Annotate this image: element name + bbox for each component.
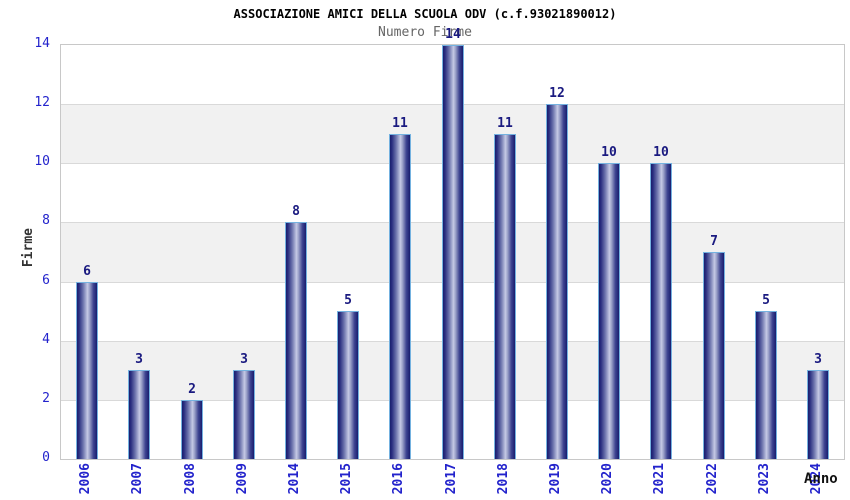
- bar: [494, 134, 516, 459]
- x-axis-label: Anno: [804, 471, 838, 487]
- plot-area: 6 3 2 3 8 5 11 14 11 12 10 10 7 5 3: [60, 27, 845, 460]
- chart-subtitle: Numero Firme: [378, 25, 472, 40]
- x-tick-label: 2006: [78, 463, 93, 495]
- bar: [233, 370, 255, 459]
- bar-value-label: 3: [814, 352, 822, 367]
- x-tick-label: 2023: [757, 463, 772, 495]
- bar-value-label: 6: [83, 264, 91, 279]
- y-tick-label: 0: [42, 450, 50, 465]
- x-tick-label: 2021: [652, 463, 667, 495]
- bar-value-label: 5: [762, 293, 770, 308]
- bar-value-label: 12: [549, 86, 565, 101]
- bar: [76, 282, 98, 459]
- bar: [807, 370, 829, 459]
- bar-value-label: 3: [240, 352, 248, 367]
- bar: [755, 311, 777, 459]
- y-axis-label: Firme: [21, 228, 36, 268]
- y-tick-label: 6: [42, 273, 50, 288]
- y-tick-label: 12: [34, 95, 50, 110]
- bar-value-label: 11: [497, 116, 513, 131]
- bar: [598, 163, 620, 459]
- bar: [285, 222, 307, 459]
- x-tick-label: 2015: [339, 463, 354, 495]
- bar-value-label: 10: [601, 145, 617, 160]
- x-tick-label: 2017: [444, 463, 459, 495]
- bar-value-label: 2: [188, 382, 196, 397]
- y-tick-label: 2: [42, 391, 50, 406]
- bar-value-label: 7: [710, 234, 718, 249]
- x-tick-label: 2016: [391, 463, 406, 495]
- bar: [389, 134, 411, 459]
- x-tick-label: 2008: [183, 463, 198, 495]
- bar: [546, 104, 568, 459]
- bar: [650, 163, 672, 459]
- bar: [337, 311, 359, 459]
- x-tick-label: 2022: [705, 463, 720, 495]
- y-tick-label: 4: [42, 332, 50, 347]
- bar: [181, 400, 203, 459]
- bar-value-label: 11: [392, 116, 408, 131]
- bar-value-label: 10: [653, 145, 669, 160]
- y-tick-label: 14: [34, 36, 50, 51]
- x-tick-label: 2014: [287, 463, 302, 495]
- x-tick-label: 2019: [548, 463, 563, 495]
- bar-value-label: 14: [445, 27, 461, 42]
- y-tick-label: 8: [42, 213, 50, 228]
- bar: [128, 370, 150, 459]
- y-tick-label: 10: [34, 154, 50, 169]
- chart-title: ASSOCIAZIONE AMICI DELLA SCUOLA ODV (c.f…: [233, 7, 617, 21]
- bar: [703, 252, 725, 459]
- bar-value-label: 8: [292, 204, 300, 219]
- x-tick-label: 2007: [130, 463, 145, 495]
- bar-value-label: 5: [344, 293, 352, 308]
- x-tick-label: 2018: [496, 463, 511, 495]
- x-tick-label: 2009: [235, 463, 250, 495]
- bar: [442, 45, 464, 459]
- bar-value-label: 3: [135, 352, 143, 367]
- x-tick-label: 2020: [600, 463, 615, 495]
